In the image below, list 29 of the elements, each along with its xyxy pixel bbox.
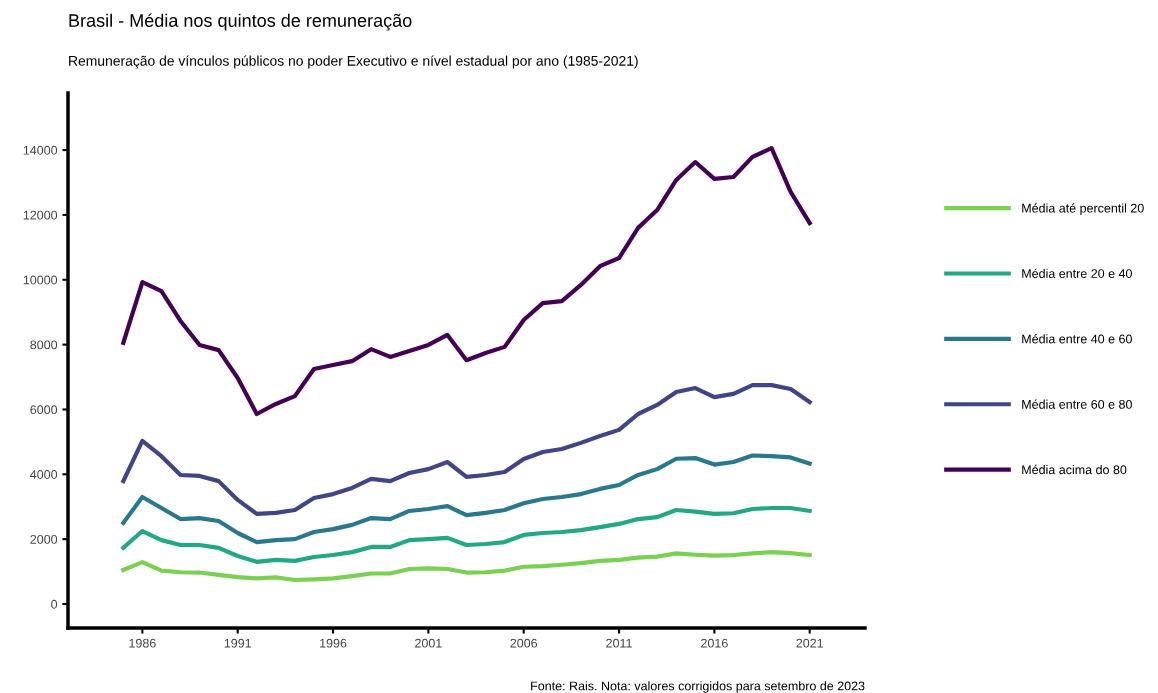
y-tick-label: 12000 [23, 210, 58, 220]
source-note: Fonte: Rais. Nota: valores corrigidos para setembro de 2023 [531, 681, 865, 693]
line-series [121, 550, 812, 583]
y-tick-label: 2000 [30, 534, 58, 544]
x-tick-label: 1986 [129, 638, 156, 648]
y-tick-label: 10000 [23, 275, 58, 285]
legend-label: Média entre 20 e 40 [1022, 268, 1132, 278]
legend-label: Média entre 60 e 80 [1022, 399, 1132, 409]
y-tick-label: 0 [51, 599, 58, 609]
x-tick-label: 1991 [224, 638, 251, 648]
x-tick-label: 2011 [606, 638, 632, 648]
legend-label: Média acima do 80 [1022, 464, 1127, 475]
x-tick-label: 2006 [510, 638, 538, 648]
legend-label: Média entre 40 e 60 [1022, 334, 1132, 344]
chart-title: Brasil - Média nos quintos de remuneração [69, 13, 412, 31]
chart-subtitle: Remuneração de vínculos públicos no poder Executivo e nível estadual por ano (1985-2021) [69, 55, 638, 69]
line-series [121, 146, 812, 417]
y-tick-label: 6000 [30, 405, 58, 415]
y-tick-label: 4000 [30, 470, 58, 479]
y-tick-label: 8000 [30, 340, 58, 350]
legend-label: Média até percentil 20 [1022, 203, 1144, 216]
y-tick-label: 14000 [23, 145, 58, 155]
x-tick-label: 1996 [320, 638, 347, 648]
x-tick-label: 2016 [701, 638, 728, 648]
x-tick-label: 2021 [796, 638, 823, 648]
line-series [121, 505, 812, 564]
line-series [121, 453, 812, 545]
x-tick-label: 2001 [415, 638, 442, 648]
line-series [121, 383, 812, 516]
